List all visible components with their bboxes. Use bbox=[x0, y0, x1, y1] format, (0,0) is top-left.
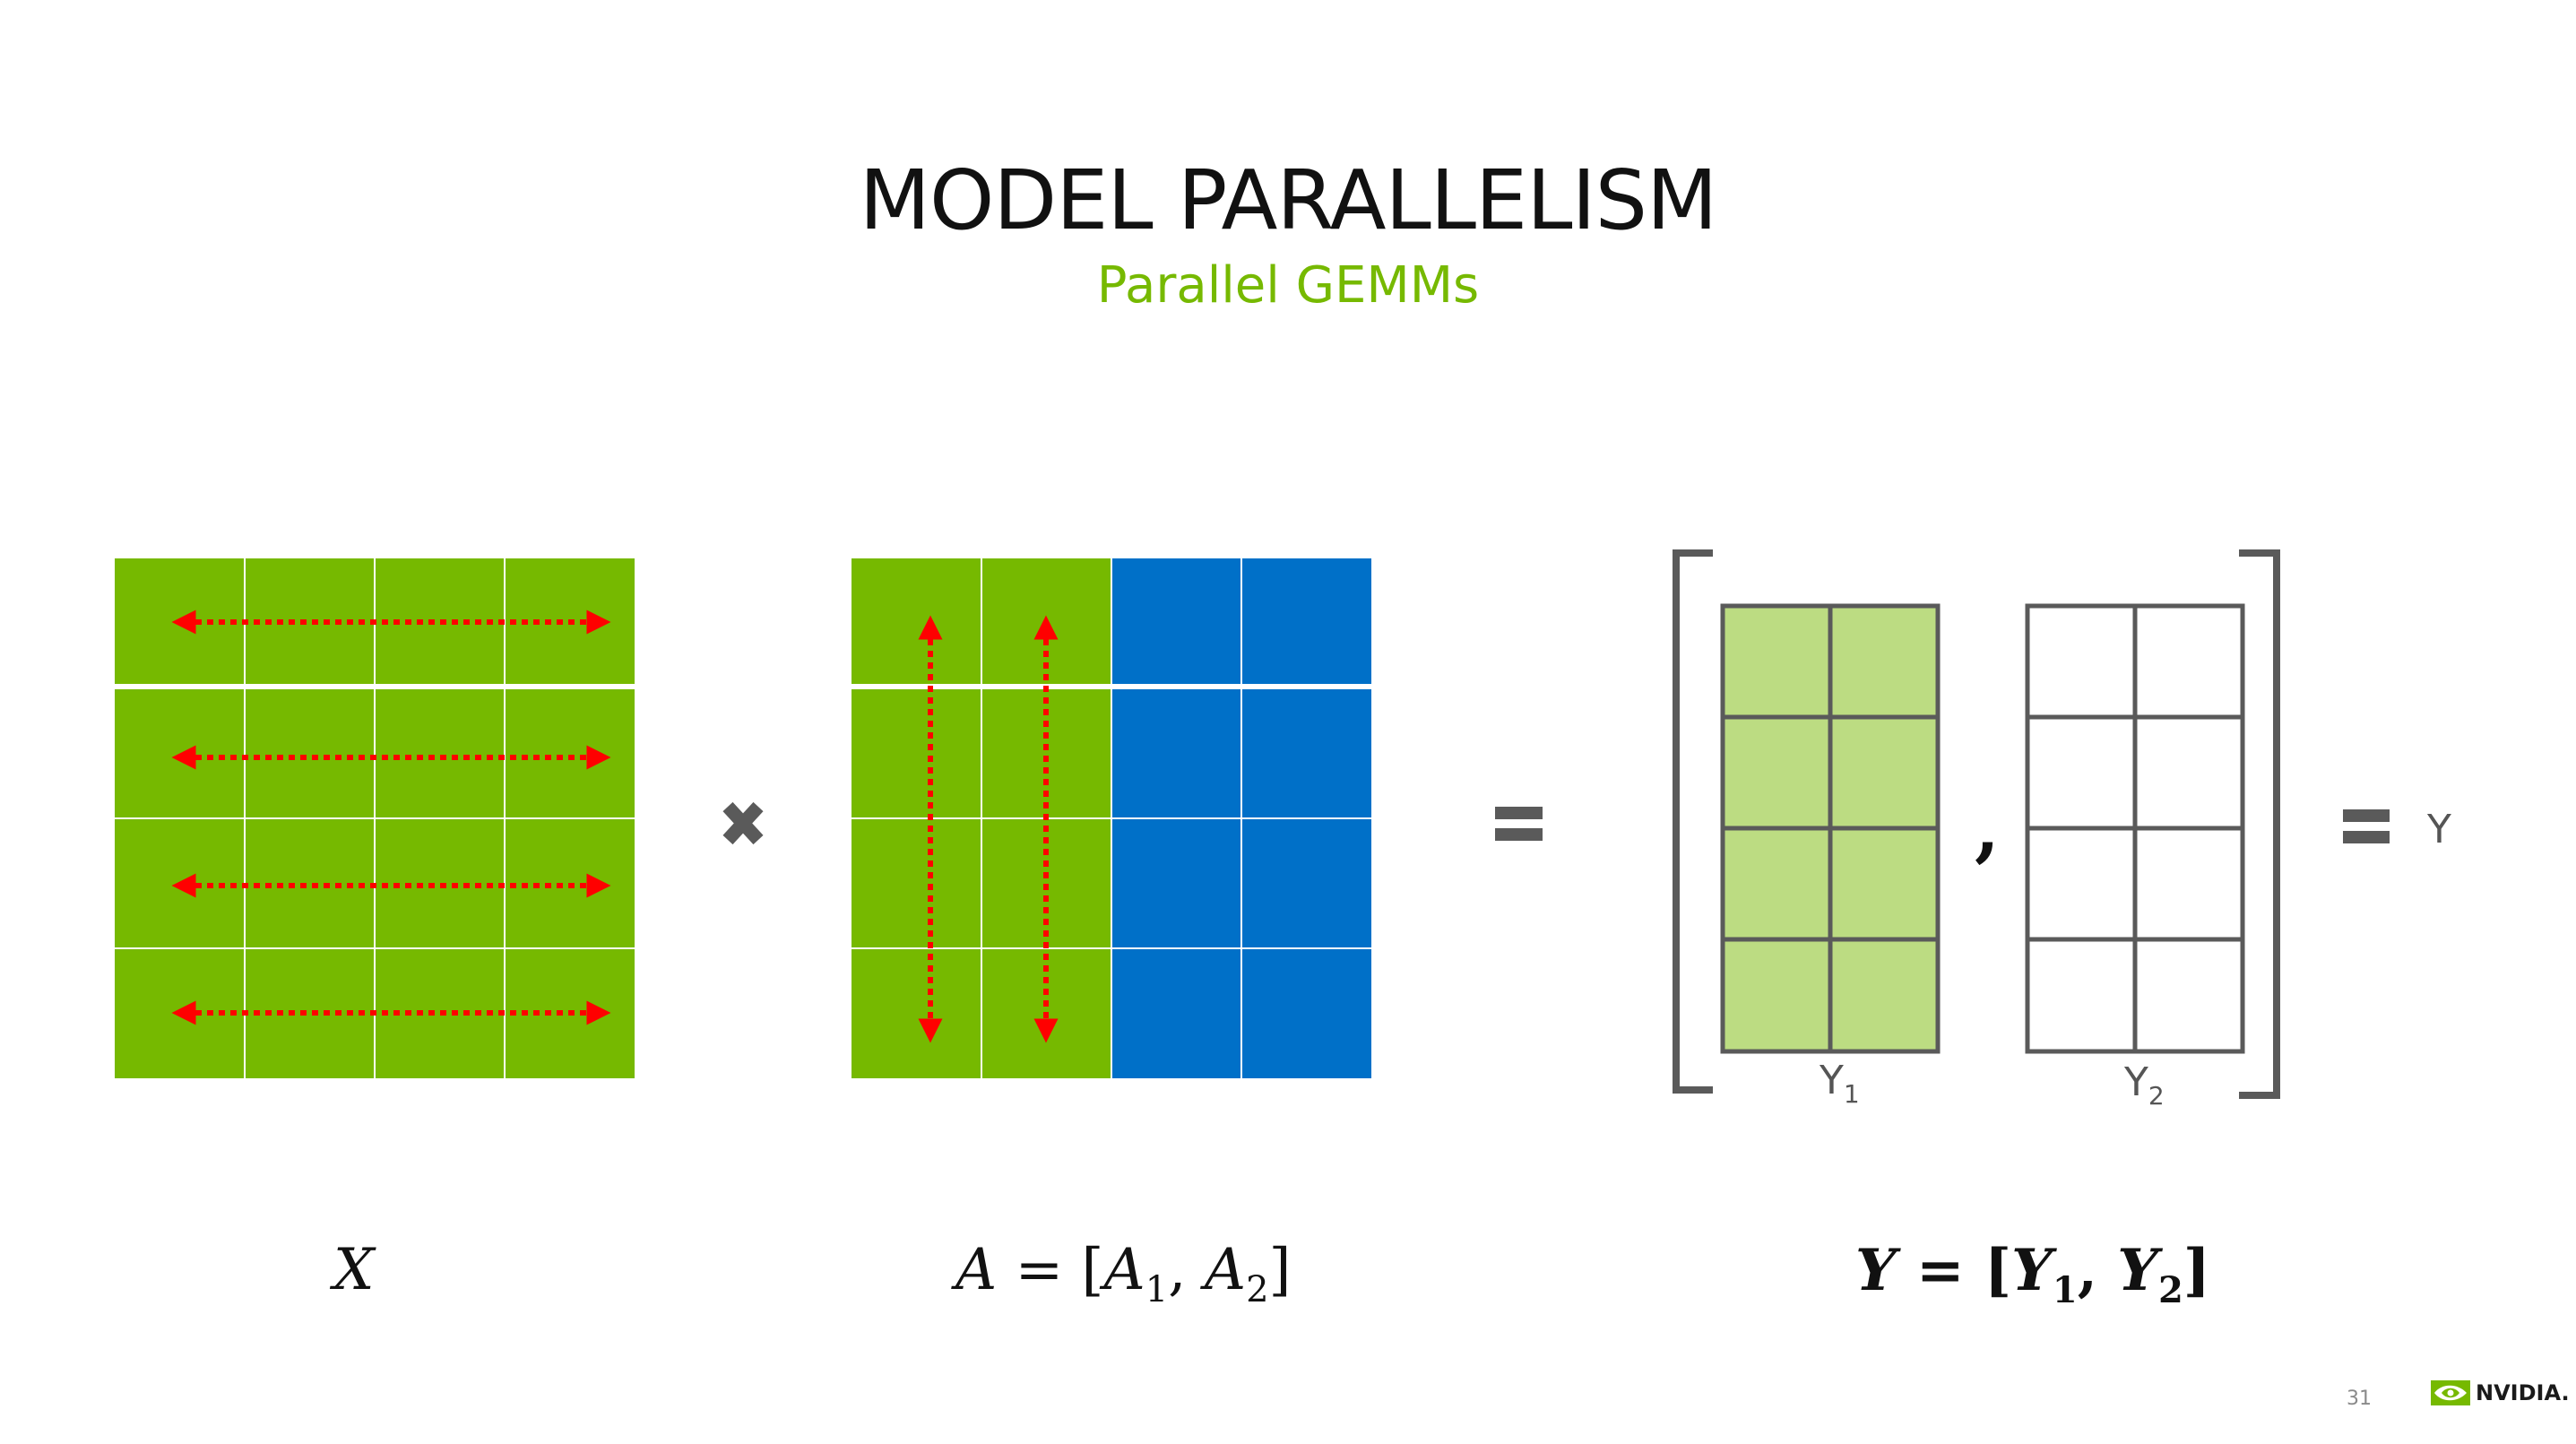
multiply-icon bbox=[722, 801, 764, 845]
nvidia-eye-icon bbox=[2431, 1380, 2470, 1405]
y2-block bbox=[2025, 603, 2245, 1054]
matrix-x-grid bbox=[115, 558, 635, 1078]
equals-icon bbox=[1495, 807, 1543, 841]
matrix-a bbox=[851, 558, 1371, 1078]
equals-icon-2 bbox=[2343, 809, 2390, 843]
final-y-label: Y bbox=[2426, 807, 2451, 852]
result-separator: , bbox=[1975, 786, 2000, 870]
y1-label: Y1 bbox=[1819, 1058, 1860, 1109]
formula-a: A = [A1, A2] bbox=[955, 1237, 1292, 1310]
page-number: 31 bbox=[2347, 1388, 2372, 1410]
logo-text: NVIDIA. bbox=[2476, 1380, 2570, 1405]
formula-y: Y = [Y1, Y2] bbox=[1855, 1237, 2211, 1311]
slide-title: MODEL PARALLELISM bbox=[859, 152, 1718, 248]
result-brackets bbox=[1673, 549, 2280, 1099]
y2-label: Y2 bbox=[2123, 1059, 2165, 1111]
matrix-x bbox=[115, 558, 635, 1078]
nvidia-logo: NVIDIA. bbox=[2431, 1380, 2570, 1405]
formula-x: X bbox=[333, 1237, 375, 1303]
slide-subtitle: Parallel GEMMs bbox=[1096, 256, 1480, 315]
y1-block bbox=[1720, 603, 1941, 1054]
